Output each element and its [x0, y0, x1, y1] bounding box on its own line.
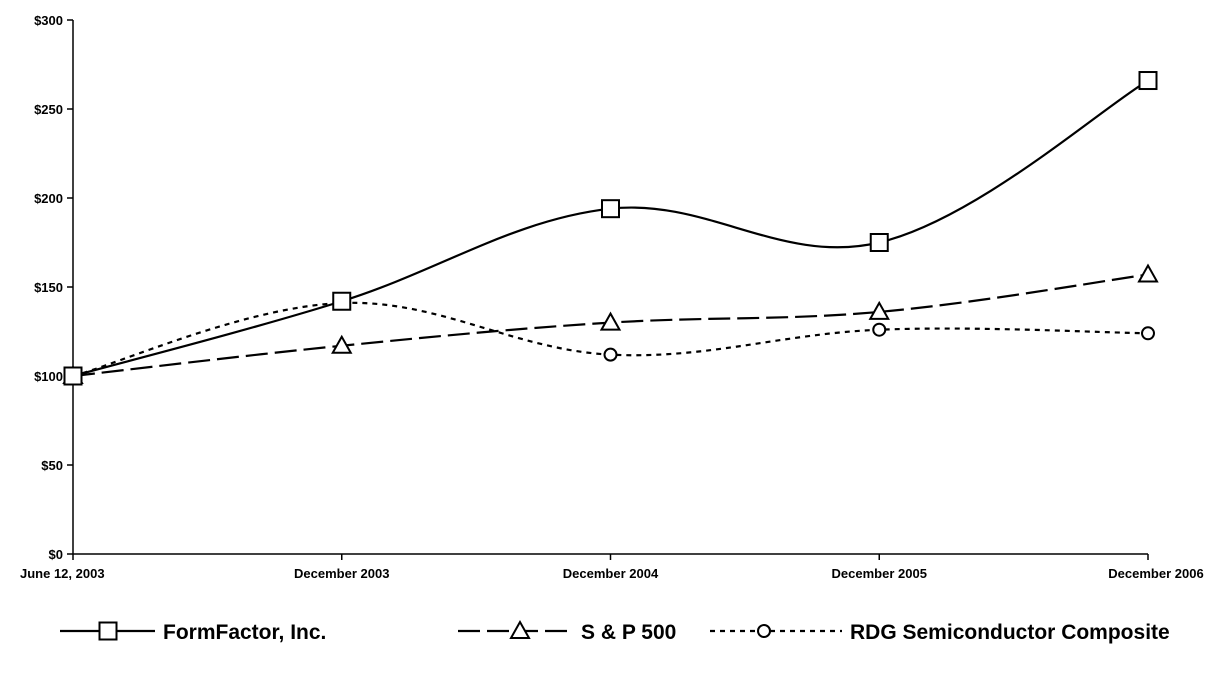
y-axis-ticks: $0 $50 $100 $150 $200 $250 $300	[34, 13, 73, 562]
data-point-square	[332, 291, 352, 311]
y-tick-label: $0	[49, 547, 63, 562]
legend-label: FormFactor, Inc.	[163, 621, 326, 644]
data-point-triangle	[1137, 263, 1159, 283]
x-tick-label: December 2004	[563, 566, 659, 581]
y-tick-label: $50	[41, 458, 63, 473]
x-tick-label: December 2006	[1108, 566, 1203, 581]
data-point-square	[63, 366, 83, 386]
y-tick-label: $150	[34, 280, 63, 295]
x-tick-label: June 12, 2003	[20, 566, 105, 581]
legend-marker-circle	[757, 624, 771, 638]
legend-marker-triangle	[509, 619, 531, 639]
data-point-circle	[872, 322, 887, 337]
legend-marker-square	[98, 621, 118, 641]
x-tick-label: December 2005	[832, 566, 927, 581]
series-lines	[72, 79, 1149, 378]
data-point-square	[869, 233, 889, 252]
legend-label: S & P 500	[581, 621, 676, 644]
data-point-square	[1138, 71, 1158, 91]
y-tick-label: $200	[34, 191, 63, 206]
chart-axes	[72, 20, 1148, 555]
data-point-triangle	[868, 300, 890, 320]
series-markers	[62, 71, 1159, 386]
chart-legend: FormFactor, Inc. S & P 500 RDG Semiconduct…	[60, 619, 1170, 644]
data-point-triangle	[599, 311, 622, 331]
data-point-circle	[1141, 326, 1155, 341]
series-line-square	[72, 79, 1149, 378]
data-point-square	[601, 199, 620, 219]
y-tick-label: $300	[34, 13, 63, 28]
x-tick-label: December 2003	[294, 566, 389, 581]
legend-label: RDG Semiconductor Composite	[850, 621, 1170, 644]
y-tick-label: $100	[34, 369, 63, 384]
data-point-triangle	[331, 334, 353, 354]
data-point-circle	[603, 347, 618, 362]
y-tick-label: $250	[34, 102, 63, 117]
x-axis-ticks: June 12, 2003 December 2003 December 2004 D…	[20, 554, 1204, 581]
